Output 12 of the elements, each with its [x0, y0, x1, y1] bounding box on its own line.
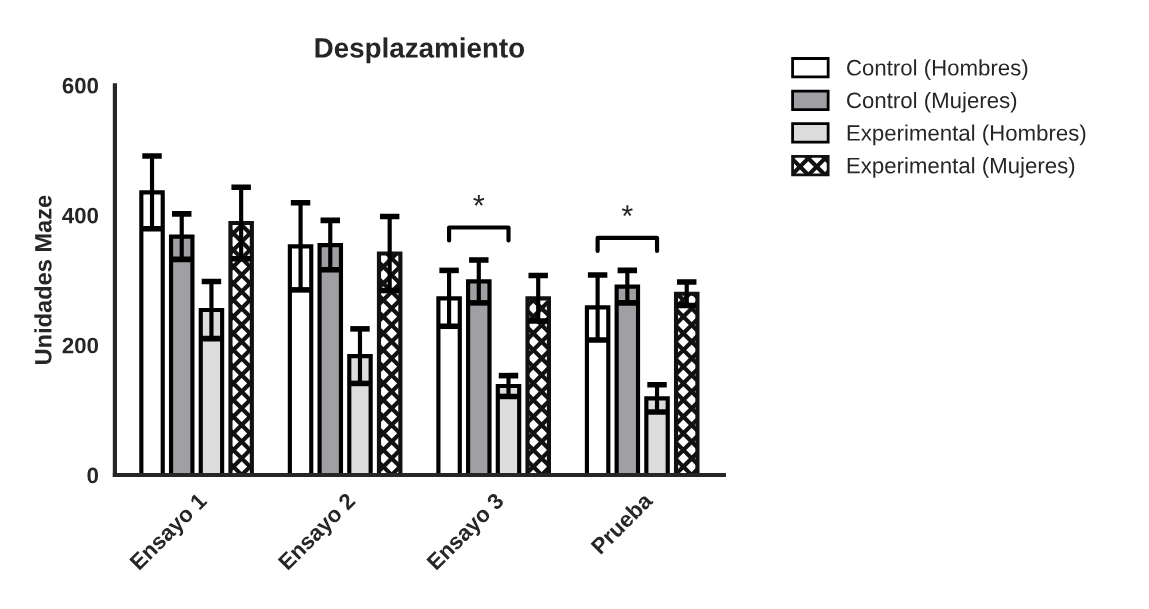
- y-tick-label: 200: [62, 337, 99, 354]
- legend-label: Experimental (Mujeres): [847, 157, 1075, 178]
- y-tick-label: 400: [62, 207, 99, 224]
- annotation: *: [473, 194, 485, 206]
- legend-label: Experimental (Hombres): [847, 124, 1086, 146]
- chart-title: Desplazamiento: [315, 37, 525, 64]
- y-tick-label: 600: [62, 77, 99, 94]
- annotation: *: [621, 205, 633, 217]
- legend-label: Control (Hombres): [847, 59, 1028, 80]
- y-tick-label: 0: [87, 467, 99, 484]
- legend-label: Control (Mujeres): [847, 91, 1017, 113]
- y-axis-title: Unidades Maze: [34, 195, 52, 364]
